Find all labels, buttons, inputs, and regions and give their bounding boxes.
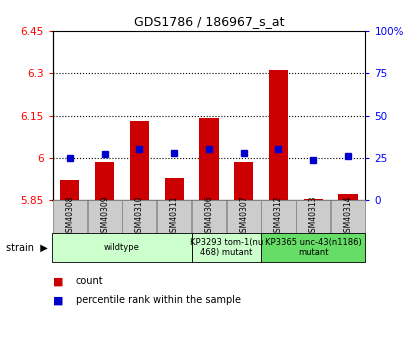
Text: percentile rank within the sample: percentile rank within the sample	[76, 295, 241, 305]
Text: KP3293 tom-1(nu
468) mutant: KP3293 tom-1(nu 468) mutant	[190, 238, 263, 257]
Bar	[165, 178, 184, 200]
Text: GSM40308: GSM40308	[66, 196, 74, 237]
Text: GSM40314: GSM40314	[344, 196, 352, 237]
Text: KP3365 unc-43(n1186)
mutant: KP3365 unc-43(n1186) mutant	[265, 238, 362, 257]
Bar	[339, 195, 357, 200]
Bar	[60, 180, 79, 200]
Bar	[304, 199, 323, 200]
Bar	[52, 233, 192, 262]
Text: ■: ■	[52, 295, 63, 305]
Bar	[261, 200, 296, 233]
Text: strain  ▶: strain ▶	[6, 243, 48, 253]
Title: GDS1786 / 186967_s_at: GDS1786 / 186967_s_at	[134, 16, 284, 29]
Text: wildtype: wildtype	[104, 243, 140, 252]
Bar	[53, 200, 87, 233]
Text: GSM40306: GSM40306	[205, 196, 213, 237]
Text: GSM40313: GSM40313	[309, 196, 318, 237]
Text: count: count	[76, 276, 103, 286]
Text: ■: ■	[52, 276, 63, 286]
Bar	[296, 200, 330, 233]
Bar	[192, 233, 261, 262]
Bar	[122, 200, 157, 233]
Bar	[234, 162, 253, 200]
Bar	[261, 233, 365, 262]
Bar	[130, 121, 149, 200]
Bar	[95, 162, 114, 200]
Bar	[157, 200, 191, 233]
Bar	[192, 200, 226, 233]
Text: GSM40307: GSM40307	[239, 196, 248, 237]
Text: GSM40309: GSM40309	[100, 196, 109, 237]
Bar	[269, 70, 288, 200]
Bar	[88, 200, 122, 233]
Text: GSM40311: GSM40311	[170, 196, 178, 237]
Bar	[200, 118, 218, 200]
Bar	[227, 200, 261, 233]
Bar	[331, 200, 365, 233]
Text: GSM40312: GSM40312	[274, 196, 283, 237]
Text: GSM40310: GSM40310	[135, 196, 144, 237]
